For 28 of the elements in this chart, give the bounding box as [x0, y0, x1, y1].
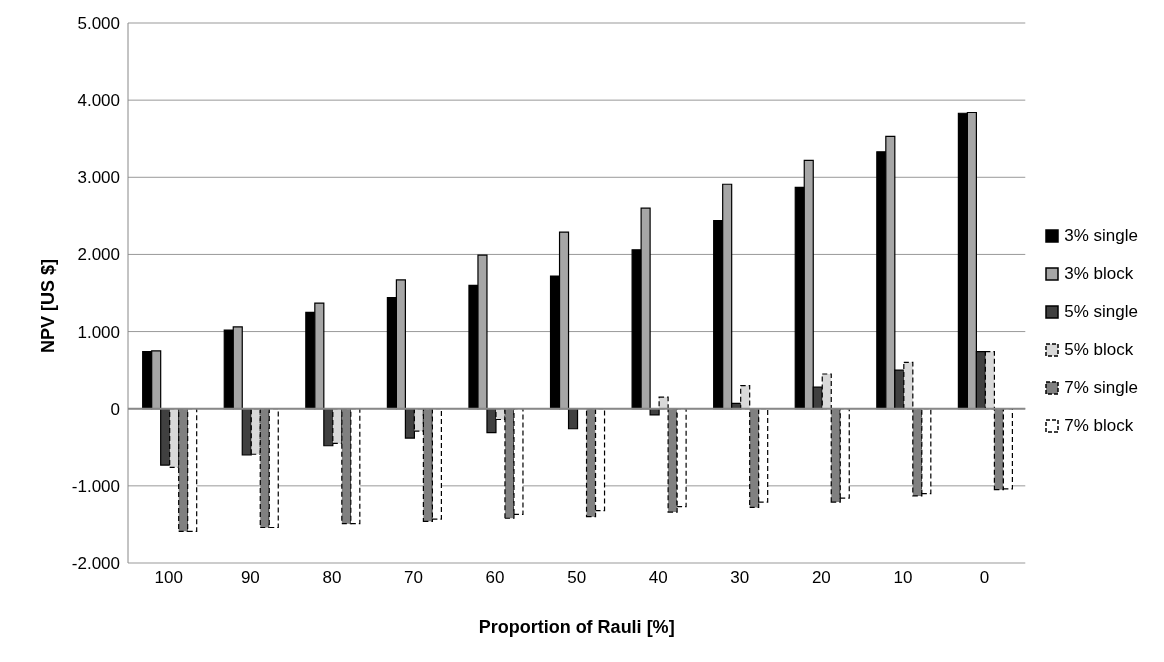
y-tick-label: 1.000	[77, 322, 120, 342]
legend-label: 5% single	[1064, 301, 1138, 322]
y-tick-label: 3.000	[77, 168, 120, 188]
y-tick-label: 2.000	[77, 245, 120, 265]
x-tick-label: 20	[811, 568, 831, 588]
x-tick-label: 0	[979, 568, 990, 588]
legend-label: 3% single	[1064, 225, 1138, 246]
x-axis-title: Proportion of Rauli [%]	[478, 617, 675, 637]
x-tick-label: 60	[485, 568, 505, 588]
y-tick-label: 4.000	[77, 91, 120, 111]
legend-label: 7% block	[1064, 415, 1134, 436]
x-tick-label: 80	[322, 568, 342, 588]
x-tick-label: 50	[567, 568, 587, 588]
legend-label: 5% block	[1064, 339, 1134, 360]
y-tick-label: -1.000	[71, 476, 120, 496]
y-tick-label: 5.000	[77, 14, 120, 34]
x-tick-label: 10	[893, 568, 913, 588]
y-axis-title: NPV [US $]	[38, 258, 59, 353]
x-tick-label: 40	[648, 568, 668, 588]
legend-label: 7% single	[1064, 377, 1138, 398]
x-tick-label: 30	[730, 568, 750, 588]
legend-label: 3% block	[1064, 263, 1134, 284]
x-tick-label: 90	[240, 568, 260, 588]
x-tick-label: 70	[404, 568, 423, 588]
x-tick-label: 100	[154, 568, 183, 588]
y-tick-label: -2.000	[71, 554, 120, 574]
y-tick-label: 0	[110, 399, 120, 419]
bar	[658, 396, 669, 410]
